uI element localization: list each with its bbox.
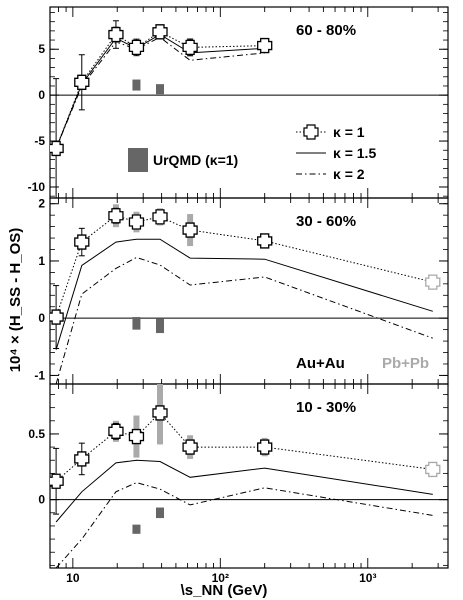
au-au-point [152,209,168,225]
y-axis-title: 10⁴ × (H_SS - H_OS) [7,228,24,373]
y-tick-label: 0 [38,88,45,102]
panel-frame [49,383,449,569]
k15-legend-label: κ = 1.5 [333,145,376,161]
y-tick-label: -5 [34,134,45,148]
pb-pb-label: Pb+Pb [382,355,429,372]
k1-legend-label: κ = 1 [333,124,365,140]
kappa-1-curve [55,412,433,482]
x-tick-label: 10² [212,571,229,585]
panel-label: 10 - 30% [296,399,356,416]
urqmd-box [132,79,141,91]
au-au-point [257,37,273,54]
urqmd-box [156,507,165,519]
au-au-point [257,439,273,455]
kappa-1.5-curve [55,238,433,350]
au-au-point [182,39,198,56]
kappa-1.5-curve [55,459,433,523]
au-au-point [50,473,64,489]
panel-2: 0 0.5 10 - 30% [28,383,449,569]
au-au-point [108,208,124,224]
panel-content [50,384,441,568]
legend: UrQMD (κ=1) κ = 1 κ = 1.5 κ = 2 [128,124,376,182]
kappa-2-curve [55,256,433,384]
urqmd-box [132,524,141,534]
y-tick-label: 0 [38,311,45,325]
au-au-point [74,234,90,250]
y-tick-label: 0.5 [28,427,45,441]
y-tick-label: 5 [38,42,45,56]
kappa-1-curve [55,215,433,318]
k1-legend-marker [303,124,319,140]
au-au-point [257,233,273,249]
kappa-2-curve [55,482,433,568]
au-au-label: Au+Au [296,355,345,372]
au-au-point [128,39,145,56]
au-au-point [74,74,90,90]
urqmd-legend-swatch [128,148,148,172]
au-au-point [182,222,198,238]
au-au-point [50,309,64,325]
urqmd-box [156,318,165,334]
au-au-point [50,140,64,157]
y-tick-label: 2 [38,197,45,211]
panel-content [50,20,273,198]
x-tick-labels: 10 10² 10³ [66,571,376,585]
urqmd-box [156,84,165,95]
urqmd-legend-label: UrQMD (κ=1) [153,152,238,168]
k2-legend-label: κ = 2 [333,166,365,182]
x-axis-title: \s_NN (GeV) [181,582,268,599]
panel-content [50,204,441,384]
au-au-point [74,451,90,467]
pb-pb-point [425,461,441,478]
panel-1: -1 0 1 2 30 - 60% [34,197,449,385]
y-tick-label: 0 [38,493,45,507]
y-tick-label: -1 [34,368,45,382]
panel-label: 30 - 60% [296,213,356,230]
x-tick-label: 10³ [359,571,376,585]
au-au-point [152,24,168,40]
au-au-point [128,214,145,230]
panel-0: -10 -5 0 5 60 - 80% [28,6,449,199]
au-au-point [182,439,198,455]
panel-label: 60 - 80% [296,22,356,39]
y-tick-label: 1 [38,254,45,268]
x-tick-label: 10 [66,571,80,585]
au-au-point [108,423,124,439]
urqmd-box [132,317,141,330]
y-tick-label: -10 [28,180,46,194]
au-au-point [152,405,168,421]
au-au-point [108,26,124,43]
au-au-point [128,428,145,445]
pb-pb-point [425,274,441,290]
